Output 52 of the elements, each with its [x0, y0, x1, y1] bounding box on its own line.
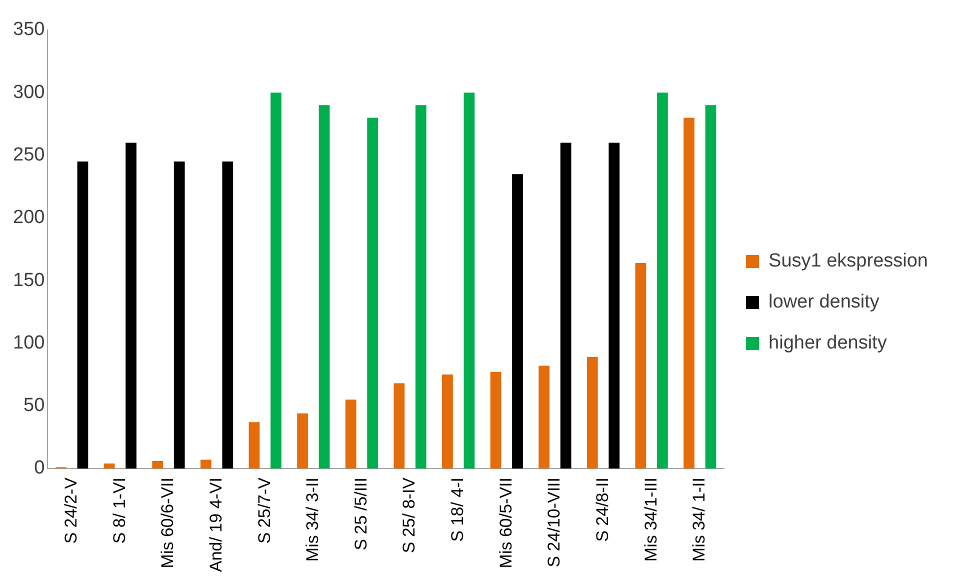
legend-label: lower density	[768, 292, 880, 313]
x-tick-label: S 25/7-V	[254, 476, 274, 544]
x-tick-label: S 18/ 4-I	[448, 477, 468, 542]
bar	[657, 92, 668, 468]
x-tick-label: Mis 60/6-VII	[158, 477, 178, 568]
x-tick-label: Mis 34/1-III	[641, 477, 660, 562]
bar	[586, 356, 598, 468]
bar	[490, 372, 502, 468]
bar	[705, 105, 716, 468]
bar	[394, 383, 405, 468]
bar	[318, 105, 330, 468]
y-tick-label: 350	[13, 19, 45, 40]
bar	[608, 142, 620, 468]
x-tick-label: S 25 /5/III	[351, 477, 370, 550]
x-tick-label: And/ 19 4-VI	[206, 477, 226, 572]
bar	[200, 460, 212, 468]
bar	[104, 463, 115, 468]
x-tick-label: S 8/ 1-VI	[110, 477, 129, 544]
bar	[345, 400, 356, 468]
bar	[77, 162, 88, 468]
bar	[270, 92, 282, 468]
y-tick-label: 200	[13, 207, 45, 228]
y-tick-label: 250	[13, 144, 45, 166]
x-tick-label: S 24/8-II	[592, 477, 612, 542]
x-tick-label: Mis 60/5-VII	[496, 477, 516, 568]
x-tick-label: S 24/10-VIII	[544, 477, 564, 568]
bar	[126, 142, 136, 468]
bar	[442, 374, 453, 468]
bar	[538, 366, 550, 468]
bar	[684, 118, 694, 468]
bar	[297, 413, 308, 468]
bar	[512, 174, 523, 468]
x-tick-label: S 25/ 8-IV	[400, 476, 419, 554]
bar	[248, 422, 260, 468]
bar	[367, 118, 378, 468]
y-tick-label: 150	[13, 270, 45, 291]
x-tick-label: Mis 34/ 3-II	[303, 477, 322, 562]
bar	[560, 142, 572, 468]
x-tick-label: Mis 34/ 1-II	[690, 477, 709, 562]
bar	[174, 162, 185, 468]
y-tick-label: 100	[13, 332, 45, 354]
bar	[635, 263, 646, 468]
y-tick-label: 300	[13, 82, 45, 103]
x-tick-label: S 24/2-V	[62, 476, 81, 544]
bar	[415, 105, 426, 468]
bar	[222, 162, 234, 468]
legend-label: higher density	[768, 332, 888, 354]
y-tick-label: 0	[34, 458, 45, 479]
legend-label: Susy1 ekspression	[768, 250, 928, 272]
y-tick-label: 50	[24, 395, 45, 416]
bar	[464, 92, 475, 468]
bar	[152, 460, 164, 468]
